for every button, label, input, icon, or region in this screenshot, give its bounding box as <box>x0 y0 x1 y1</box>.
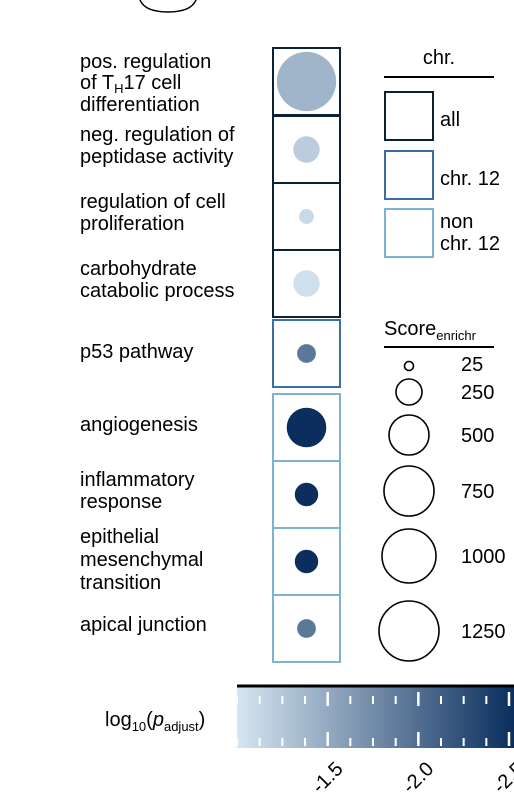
colorbar-tick-label: -1.5 <box>308 758 348 798</box>
size-legend-entry: 500 <box>388 414 494 456</box>
size-legend-circle <box>378 600 440 662</box>
term-label: p53 pathway <box>80 341 193 363</box>
cropped-shape-top <box>139 0 197 13</box>
colorbar-tick-label: -2.0 <box>398 758 438 798</box>
colorbar-gradient <box>237 686 514 748</box>
chr-legend-entry: all <box>384 91 460 141</box>
size-legend-entry: 25 <box>403 354 483 376</box>
size-legend-label: 1250 <box>461 621 506 643</box>
colorbar-tick-label: -2.5 <box>489 758 514 798</box>
size-legend-label: 250 <box>461 382 494 404</box>
chr-legend-label: all <box>440 109 460 131</box>
term-label: apical junction <box>80 614 207 636</box>
term-label: transition <box>80 572 161 594</box>
term-row: angiogenesis <box>80 393 341 462</box>
chr-legend-swatch <box>384 91 434 141</box>
term-bubble <box>297 344 316 363</box>
colorbar-label: log10(padjust) <box>105 709 205 734</box>
size-legend-title: Scoreenrichr <box>384 318 477 343</box>
term-label: pos. regulation <box>80 51 211 73</box>
colorbar: -1.5 -2.0 -2.5 log10(padjust) <box>105 684 514 798</box>
term-label: proliferation <box>80 213 185 235</box>
size-legend-circle <box>383 465 435 517</box>
size-legend-entry: 250 <box>395 378 494 406</box>
term-row: apical junction <box>80 594 341 663</box>
size-legend-entry: 1250 <box>378 600 506 662</box>
size-legend-entry: 1000 <box>381 528 506 584</box>
size-legend-label: 500 <box>461 425 494 447</box>
term-row: p53 pathway <box>80 319 341 388</box>
term-bubble <box>293 270 320 297</box>
term-bubble <box>297 619 316 638</box>
size-legend-circle <box>395 378 423 406</box>
chr-legend-label: chr. 12 <box>440 168 500 190</box>
size-legend-label: 750 <box>461 481 494 503</box>
term-bubble <box>294 549 319 574</box>
chr-legend-entry: chr. 12 <box>384 150 500 200</box>
term-cell <box>272 594 341 663</box>
term-cell <box>272 319 341 388</box>
term-label: epithelial <box>80 526 159 548</box>
term-bubble <box>286 407 327 448</box>
size-legend-circle <box>403 360 415 372</box>
chr-legend-swatch <box>384 208 434 258</box>
chr-legend-label: chr. 12 <box>440 233 500 255</box>
size-legend-label: 25 <box>461 354 483 376</box>
chr-legend-title: chr. <box>423 47 455 69</box>
term-bubble <box>293 136 320 163</box>
term-label: angiogenesis <box>80 414 198 436</box>
term-bubble <box>276 51 337 112</box>
chr-legend-label: non <box>440 211 473 233</box>
term-label: differentiation <box>80 94 200 116</box>
term-cell <box>272 249 341 318</box>
term-label: catabolic process <box>80 280 235 302</box>
term-label: of TH17 cell <box>80 72 181 96</box>
term-label: mesenchymal <box>80 549 203 571</box>
size-legend-circle <box>388 414 430 456</box>
chr-legend-swatch <box>384 150 434 200</box>
term-label: regulation of cell <box>80 191 226 213</box>
size-legend-circle <box>381 528 437 584</box>
term-label: response <box>80 491 162 513</box>
term-label: neg. regulation of <box>80 124 235 146</box>
term-label: carbohydrate <box>80 258 197 280</box>
size-legend-label: 1000 <box>461 546 506 568</box>
term-label: peptidase activity <box>80 146 233 168</box>
size-legend: Scoreenrichr 25 250 500 750 1000 1250 <box>378 318 506 662</box>
size-legend-entry: 750 <box>383 465 494 517</box>
term-bubble <box>299 209 314 224</box>
term-bubble <box>294 482 319 507</box>
term-label: inflammatory <box>80 469 194 491</box>
